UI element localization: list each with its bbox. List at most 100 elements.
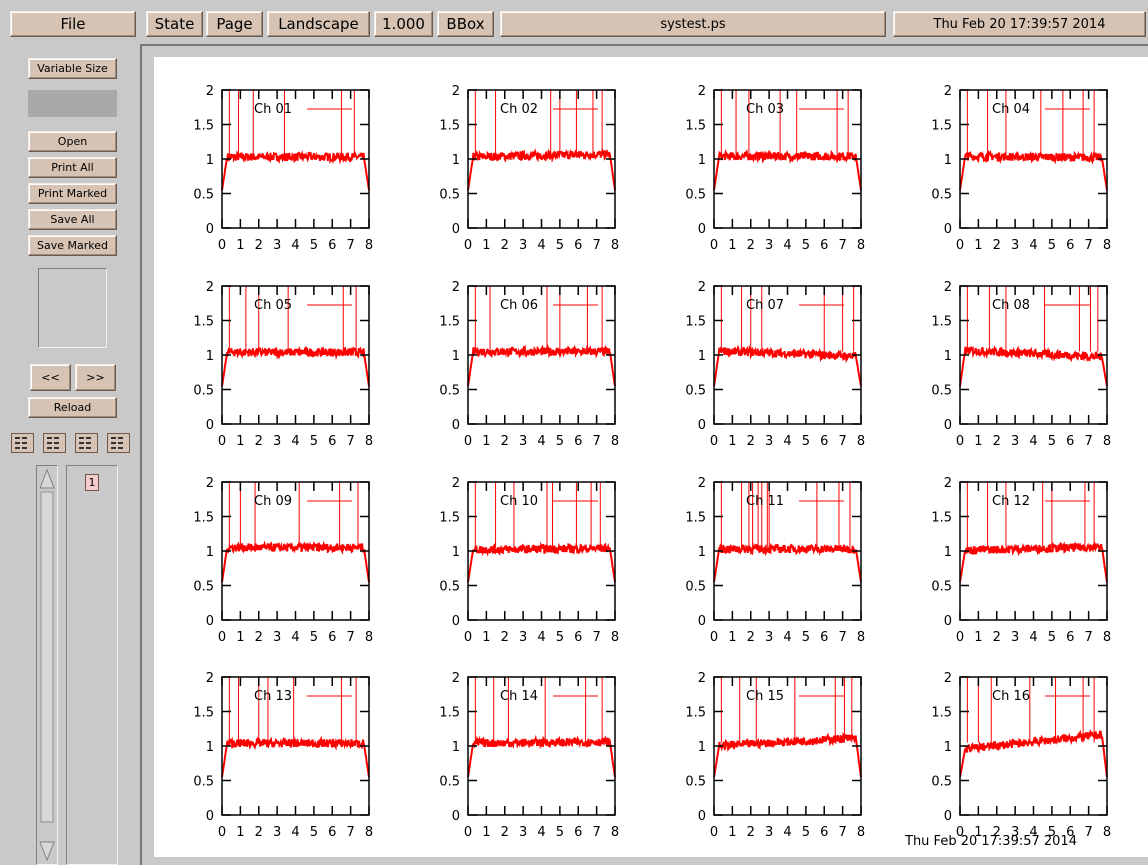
y-tick-label: 2 — [944, 671, 952, 686]
x-tick-label: 3 — [519, 434, 527, 449]
y-tick-label: 1 — [698, 349, 706, 364]
x-tick-label: 4 — [291, 825, 299, 840]
unmark-pages-icon[interactable] — [107, 433, 130, 453]
y-tick-label: 0.5 — [193, 775, 214, 790]
x-tick-label: 1 — [974, 434, 982, 449]
x-tick-label: 4 — [783, 434, 791, 449]
y-tick-label: 0.5 — [931, 188, 952, 203]
y-tick-label: 1.5 — [685, 511, 706, 526]
x-tick-label: 4 — [1029, 825, 1037, 840]
x-tick-label: 2 — [747, 434, 755, 449]
save-marked-button[interactable]: Save Marked — [28, 235, 117, 256]
magnification-menu-button[interactable]: 1.000 — [374, 11, 433, 37]
x-tick-label: 6 — [1066, 434, 1074, 449]
page-list-scrollbar[interactable] — [36, 465, 58, 865]
file-menu-button[interactable]: File — [10, 11, 136, 37]
x-tick-label: 0 — [464, 434, 472, 449]
x-tick-label: 3 — [765, 434, 773, 449]
x-tick-label: 7 — [1084, 630, 1092, 645]
x-tick-label: 5 — [1048, 630, 1056, 645]
y-tick-label: 1 — [944, 349, 952, 364]
data-trace — [221, 735, 370, 778]
x-tick-label: 4 — [783, 238, 791, 253]
locator-field — [28, 90, 117, 117]
x-tick-label: 6 — [328, 238, 336, 253]
y-tick-label: 1.5 — [439, 315, 460, 330]
page-list-item[interactable]: 1 — [85, 474, 99, 491]
data-trace — [959, 728, 1108, 778]
mark-odd-pages-icon[interactable] — [43, 433, 66, 453]
y-tick-label: 1.5 — [193, 119, 214, 134]
x-tick-label: 1 — [482, 630, 490, 645]
mark-even-pages-icon[interactable] — [75, 433, 98, 453]
x-tick-label: 8 — [857, 238, 865, 253]
x-tick-label: 8 — [365, 825, 373, 840]
save-all-button[interactable]: Save All — [28, 209, 117, 230]
x-tick-label: 1 — [728, 238, 736, 253]
panner-area[interactable] — [38, 268, 107, 348]
y-tick-label: 2 — [206, 84, 214, 99]
x-tick-label: 7 — [838, 825, 846, 840]
variable-size-button[interactable]: Variable Size — [28, 58, 117, 79]
x-tick-label: 6 — [820, 825, 828, 840]
y-tick-label: 1 — [206, 349, 214, 364]
x-tick-label: 2 — [747, 238, 755, 253]
x-tick-label: 3 — [273, 630, 281, 645]
x-tick-label: 1 — [728, 434, 736, 449]
x-tick-label: 8 — [365, 434, 373, 449]
legend-label: Ch 06 — [500, 298, 538, 313]
x-tick-label: 5 — [310, 434, 318, 449]
mark-current-page-icon[interactable] — [11, 433, 34, 453]
y-tick-label: 0.5 — [439, 384, 460, 399]
x-tick-label: 8 — [611, 434, 619, 449]
data-trace — [467, 734, 616, 778]
y-tick-label: 1.5 — [931, 119, 952, 134]
y-tick-label: 0 — [206, 418, 214, 433]
x-tick-label: 0 — [956, 238, 964, 253]
data-trace — [713, 148, 862, 191]
x-tick-label: 0 — [956, 825, 964, 840]
orientation-menu-button[interactable]: Landscape — [267, 11, 370, 37]
next-page-button[interactable]: >> — [75, 364, 116, 391]
x-tick-label: 1 — [974, 630, 982, 645]
x-tick-label: 7 — [346, 238, 354, 253]
bbox-button[interactable]: BBox — [437, 11, 494, 37]
reload-button[interactable]: Reload — [28, 397, 117, 418]
x-tick-label: 6 — [1066, 238, 1074, 253]
x-tick-label: 5 — [1048, 434, 1056, 449]
legend-label: Ch 02 — [500, 102, 538, 117]
y-tick-label: 0 — [452, 809, 460, 824]
x-tick-label: 1 — [236, 630, 244, 645]
open-button[interactable]: Open — [28, 131, 117, 152]
x-tick-label: 3 — [765, 238, 773, 253]
x-tick-label: 3 — [273, 434, 281, 449]
page-menu-button[interactable]: Page — [206, 11, 263, 37]
x-tick-label: 5 — [556, 825, 564, 840]
y-tick-label: 1 — [944, 740, 952, 755]
print-all-button[interactable]: Print All — [28, 157, 117, 178]
print-marked-button[interactable]: Print Marked — [28, 183, 117, 204]
prev-page-button[interactable]: << — [30, 364, 71, 391]
legend-label: Ch 12 — [992, 494, 1030, 509]
y-tick-label: 1 — [698, 740, 706, 755]
x-tick-label: 7 — [346, 434, 354, 449]
x-tick-label: 1 — [236, 825, 244, 840]
y-tick-label: 2 — [698, 671, 706, 686]
y-tick-label: 1.5 — [685, 706, 706, 721]
x-tick-label: 7 — [1084, 825, 1092, 840]
legend-label: Ch 03 — [746, 102, 784, 117]
x-tick-label: 3 — [1011, 434, 1019, 449]
x-tick-label: 1 — [728, 825, 736, 840]
y-tick-label: 1 — [944, 545, 952, 560]
x-tick-label: 2 — [993, 238, 1001, 253]
state-menu-button[interactable]: State — [146, 11, 203, 37]
x-tick-label: 4 — [537, 434, 545, 449]
y-tick-label: 1.5 — [931, 706, 952, 721]
data-trace — [959, 149, 1108, 191]
x-tick-label: 2 — [993, 434, 1001, 449]
x-tick-label: 6 — [1066, 630, 1074, 645]
x-tick-label: 8 — [1103, 825, 1111, 840]
page-list[interactable]: 1 — [66, 465, 118, 865]
